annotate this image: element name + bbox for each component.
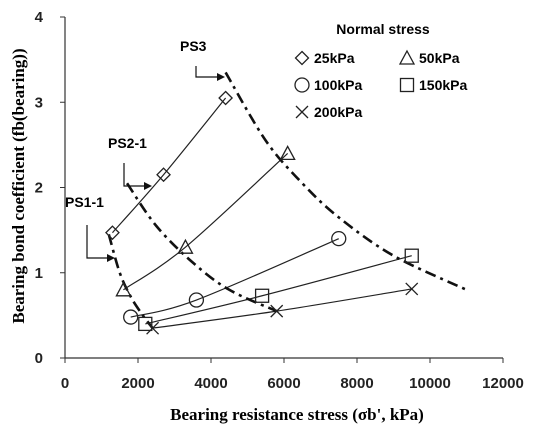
x-tick-label: 10000	[409, 375, 451, 392]
data-point	[115, 281, 132, 297]
boundary-annotations: PS1-1 PS2-1 PS3	[65, 38, 225, 262]
legend-marker	[294, 50, 310, 66]
fit-curves	[111, 97, 412, 329]
boundary-label: PS2-1	[108, 135, 147, 151]
data-point	[218, 90, 234, 106]
data-point	[254, 288, 270, 303]
x-axis-title: Bearing resistance stress (σb', kPa)	[170, 405, 424, 424]
annotation-arrow-head	[144, 182, 152, 190]
legend-marker	[295, 105, 309, 119]
data-point	[188, 292, 205, 308]
data-point	[123, 309, 139, 325]
y-tick-label: 1	[35, 265, 43, 282]
y-axis-title: Bearing bond coefficient (fb(bearing))	[9, 48, 28, 323]
legend-marker	[399, 77, 415, 93]
x-tick-label: 12000	[482, 375, 524, 392]
annotation-arrow-line	[195, 66, 219, 78]
boundary-line	[125, 182, 278, 313]
legend-marker	[398, 49, 416, 65]
legend-label: 200kPa	[314, 104, 362, 120]
boundary-line	[107, 234, 154, 329]
annotation-arrow-head	[107, 254, 115, 262]
axes: 0 2000 4000 6000 8000 10000 12000 0 1 2 3 4	[35, 9, 524, 392]
series-line	[145, 255, 412, 325]
legend: Normal stress 25kPa 50kPa 100kPa 150kPa 200k…	[294, 21, 467, 120]
data-point	[146, 321, 160, 335]
legend-title: Normal stress	[336, 21, 430, 37]
series-line	[130, 238, 339, 318]
legend-label: 25kPa	[314, 50, 355, 66]
annotation-arrow-line	[123, 163, 146, 187]
data-point	[405, 282, 419, 296]
x-tick-label: 4000	[194, 375, 227, 392]
data-point	[404, 248, 419, 263]
x-tick-label: 2000	[121, 375, 154, 392]
x-tick-label: 0	[61, 375, 69, 392]
series-line	[111, 97, 227, 234]
y-tick-label: 3	[35, 94, 43, 111]
data-point	[331, 230, 347, 247]
legend-marker	[294, 77, 310, 93]
y-tick-label: 4	[35, 9, 44, 26]
boundary-line	[224, 71, 468, 291]
data-point	[177, 238, 194, 254]
x-tick-label: 6000	[267, 375, 300, 392]
data-point	[270, 304, 284, 318]
y-tick-label: 2	[35, 180, 43, 197]
x-tick-label: 8000	[340, 375, 373, 392]
boundary-curves	[107, 71, 468, 329]
annotation-arrow-head	[217, 73, 225, 81]
data-point	[105, 225, 120, 241]
legend-label: 100kPa	[314, 77, 362, 93]
y-tick-label: 0	[35, 350, 43, 367]
series-line	[123, 152, 289, 291]
data-point	[156, 167, 171, 183]
boundary-label: PS1-1	[65, 194, 104, 210]
data-point	[279, 145, 296, 161]
data-markers	[105, 90, 419, 335]
annotation-arrow-line	[86, 225, 109, 259]
boundary-label: PS3	[180, 38, 207, 54]
data-point	[138, 316, 153, 332]
legend-label: 50kPa	[419, 50, 460, 66]
legend-label: 150kPa	[419, 77, 467, 93]
